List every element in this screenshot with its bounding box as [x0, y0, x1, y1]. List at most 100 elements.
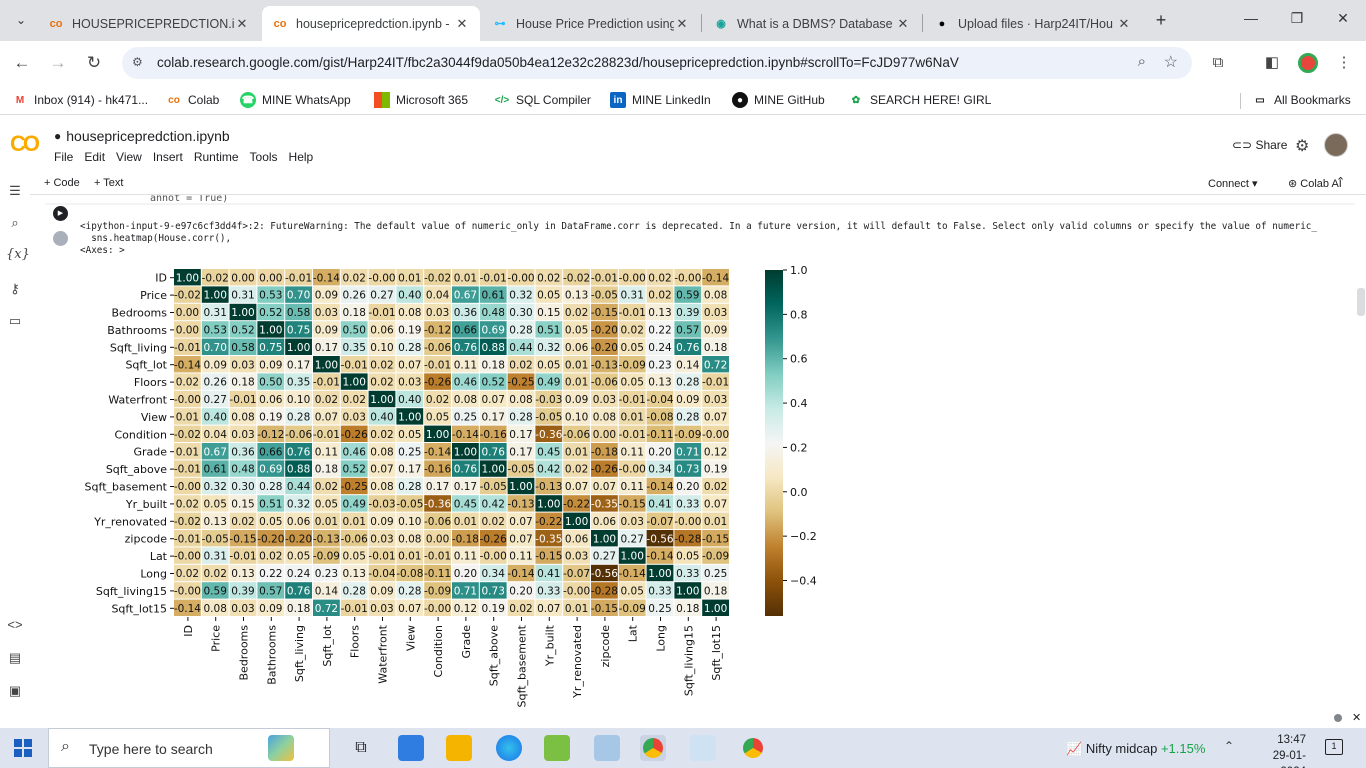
- heatmap-cell-label: 0.08: [398, 533, 421, 545]
- heatmap-cell: [618, 425, 646, 442]
- bookmark-microsoft365[interactable]: Microsoft 365: [374, 92, 468, 108]
- colab-ai-button[interactable]: ⊛ Colab AI: [1288, 177, 1342, 190]
- close-icon[interactable]: ✕: [236, 15, 248, 31]
- connect-button[interactable]: Connect ▾: [1208, 177, 1258, 190]
- side-panel-icon[interactable]: ◧: [1264, 54, 1280, 71]
- notebook-title-text[interactable]: housepricepredction.ipynb: [66, 128, 230, 144]
- store-icon[interactable]: [398, 735, 424, 761]
- heatmap-cell: [424, 321, 451, 338]
- chrome-profile-icon[interactable]: [740, 735, 766, 761]
- browser-tab-3[interactable]: ⊶ House Price Prediction using ✕: [482, 6, 700, 41]
- edge-icon[interactable]: [496, 735, 522, 761]
- more-menu-icon[interactable]: ⋮: [1336, 54, 1352, 71]
- heatmap-cell-label: 0.44: [287, 481, 311, 493]
- profile-icon[interactable]: [1298, 53, 1318, 73]
- table-of-contents-icon[interactable]: ☰: [9, 183, 21, 198]
- heatmap-cell-label: 0.75: [259, 342, 282, 354]
- extensions-icon[interactable]: ⧉: [1212, 54, 1224, 71]
- close-icon[interactable]: ✕: [1352, 712, 1362, 724]
- heatmap-cell-label: 0.03: [315, 307, 338, 319]
- scrollbar-thumb[interactable]: [1357, 288, 1365, 316]
- reload-button[interactable]: ↻: [84, 53, 104, 73]
- browser-tab-4[interactable]: ◉ What is a DBMS? Database M ✕: [703, 6, 921, 41]
- windows-start-icon[interactable]: [14, 739, 32, 757]
- forward-button[interactable]: →: [48, 53, 68, 73]
- minimize-button[interactable]: —: [1236, 10, 1266, 26]
- menu-runtime[interactable]: Runtime: [193, 150, 239, 164]
- menu-view[interactable]: View: [116, 150, 142, 164]
- heatmap-cell: [340, 390, 368, 408]
- notification-icon[interactable]: 1: [1325, 739, 1343, 755]
- close-icon[interactable]: ✕: [1118, 15, 1130, 31]
- heatmap-cell-label: 0.73: [676, 464, 699, 476]
- restore-button[interactable]: ❐: [1282, 10, 1312, 27]
- task-view-icon[interactable]: ⧉: [355, 739, 367, 756]
- code-snippets-icon[interactable]: <>: [7, 617, 23, 632]
- chrome-icon[interactable]: [640, 735, 666, 761]
- clock[interactable]: 13:47 29-01-2024: [1258, 732, 1306, 768]
- menu-help[interactable]: Help: [288, 150, 314, 164]
- share-button[interactable]: ⊂⊃ Share: [1232, 138, 1287, 152]
- url-text[interactable]: colab.research.google.com/gist/Harp24IT/…: [157, 55, 959, 70]
- widgets-icon[interactable]: [268, 735, 294, 761]
- menu-bar: File Edit View Insert Runtime Tools Help: [54, 150, 324, 164]
- close-icon[interactable]: ✕: [676, 15, 688, 31]
- output-menu-icon[interactable]: [53, 231, 68, 246]
- browser-tab-2[interactable]: co housepricepredction.ipynb - ✕: [262, 6, 480, 41]
- stock-ticker[interactable]: 📈 Nifty midcap +1.15%: [1066, 741, 1205, 757]
- browser-tab-1[interactable]: co HOUSEPRICEPREDCTION.ipy ✕: [38, 6, 260, 41]
- all-bookmarks-button[interactable]: ▭ All Bookmarks: [1252, 92, 1350, 108]
- site-info-icon[interactable]: ⚙: [132, 55, 143, 69]
- collapse-icon[interactable]: ⌃: [1336, 176, 1346, 188]
- heatmap-cell-label: -0.14: [174, 359, 201, 371]
- add-text-button[interactable]: + Text: [94, 177, 124, 189]
- colab-logo[interactable]: CO: [10, 131, 40, 156]
- bookmark-sql-compiler[interactable]: </> SQL Compiler: [494, 92, 591, 108]
- search-icon[interactable]: ⌕: [11, 215, 19, 230]
- app-icon-2[interactable]: [594, 735, 620, 761]
- close-icon[interactable]: ✕: [456, 15, 468, 31]
- zoom-icon[interactable]: ⌕: [1137, 53, 1146, 70]
- notebook-title[interactable]: ● housepricepredction.ipynb: [54, 128, 230, 144]
- gear-icon[interactable]: ⚙: [1295, 138, 1310, 155]
- bookmark-inbox[interactable]: M Inbox (914) - hk471...: [12, 92, 148, 108]
- avatar[interactable]: [1324, 133, 1348, 157]
- heatmap-cell-label: 0.02: [176, 568, 199, 580]
- run-cell-button[interactable]: ▶: [53, 206, 68, 221]
- chevron-up-icon[interactable]: ⌃: [1224, 739, 1235, 753]
- bookmark-colab[interactable]: co Colab: [166, 92, 219, 108]
- browser-tab-5[interactable]: ● Upload files · Harp24IT/Hou ✕: [924, 6, 1142, 41]
- bookmark-github[interactable]: ● MINE GitHub: [732, 92, 825, 108]
- close-window-button[interactable]: ✕: [1328, 10, 1358, 27]
- photos-icon[interactable]: [690, 735, 716, 761]
- menu-edit[interactable]: Edit: [84, 150, 106, 164]
- command-palette-icon[interactable]: ▤: [8, 650, 22, 665]
- heatmap-cell: [285, 390, 312, 408]
- heatmap-cell-label: 0.09: [370, 586, 393, 598]
- heatmap-cell-label: 0.02: [648, 272, 671, 284]
- back-button[interactable]: ←: [12, 53, 32, 73]
- bookmark-whatsapp[interactable]: ☎ MINE WhatsApp: [240, 92, 351, 108]
- heatmap-cell: [563, 338, 590, 355]
- heatmap-cell-label: -0.01: [174, 342, 201, 354]
- app-icon[interactable]: [544, 735, 570, 761]
- folder-icon[interactable]: ▭: [8, 313, 22, 328]
- key-icon[interactable]: ⚷: [10, 281, 20, 296]
- close-icon[interactable]: ✕: [897, 15, 909, 31]
- menu-file[interactable]: File: [54, 150, 74, 164]
- heatmap-cell-label: -0.04: [368, 568, 395, 580]
- new-tab-button[interactable]: +: [1150, 10, 1172, 30]
- address-bar[interactable]: ⚙ colab.research.google.com/gist/Harp24I…: [122, 47, 1192, 79]
- tab-search-button[interactable]: ⌄: [8, 8, 34, 32]
- menu-insert[interactable]: Insert: [152, 150, 183, 164]
- add-code-button[interactable]: + Code: [44, 177, 80, 189]
- heatmap-cell-label: 0.05: [621, 377, 644, 389]
- terminal-icon[interactable]: ▣: [8, 683, 22, 698]
- menu-tools[interactable]: Tools: [249, 150, 278, 164]
- file-explorer-icon[interactable]: [446, 735, 472, 761]
- taskbar-search[interactable]: ⌕ Type here to search: [48, 728, 330, 768]
- variables-icon[interactable]: {x}: [6, 247, 30, 262]
- bookmark-linkedin[interactable]: in MINE LinkedIn: [610, 92, 711, 108]
- star-icon[interactable]: ☆: [1163, 54, 1178, 71]
- bookmark-search-here[interactable]: ✿ SEARCH HERE! GIRL: [848, 92, 992, 108]
